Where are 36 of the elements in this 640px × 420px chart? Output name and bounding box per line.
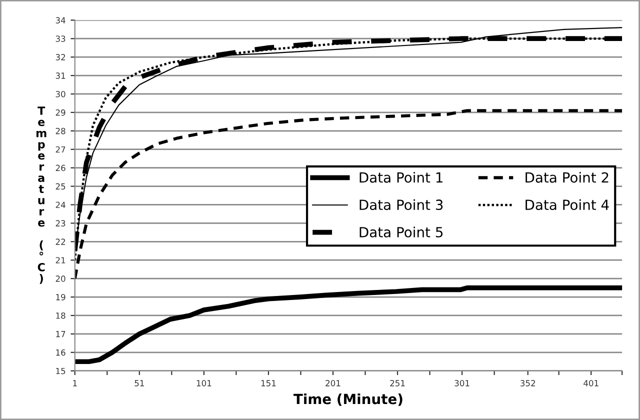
y-tick-label: 33	[56, 36, 66, 42]
x-tick-label: 101	[196, 380, 212, 386]
y-tick-label: 31	[56, 72, 66, 79]
y-tick-label: 24	[56, 202, 66, 208]
x-tick-label: 301	[454, 380, 470, 386]
legend-label: Data Point 1	[360, 172, 442, 183]
y-tick-label: 30	[56, 90, 66, 98]
x-tick-label: 51	[134, 380, 144, 386]
y-tick-label: 29	[56, 109, 66, 116]
x-axis-title: Time (Minute)	[294, 394, 402, 406]
x-tick-label: 201	[326, 380, 340, 386]
legend-label: Data Point 4	[526, 199, 609, 210]
text: Temperature (°C)	[36, 106, 46, 284]
y-tick-label: 28	[56, 128, 66, 134]
y-tick-label: 34	[56, 17, 66, 24]
y-tick-label: 20	[56, 276, 66, 282]
x-tick-label: 352	[520, 380, 535, 386]
y-tick-label: 17	[56, 331, 66, 338]
y-tick-label: 23	[56, 220, 66, 226]
y-tick-label: 32	[56, 54, 66, 60]
y-tick-label: 26	[56, 164, 66, 172]
y-tick-label: 19	[56, 294, 66, 300]
x-tick-label: 251	[390, 380, 405, 386]
y-tick-label: 22	[56, 238, 66, 245]
legend-label: Data Point 5	[360, 226, 443, 238]
x-tick-label: 401	[584, 380, 598, 386]
x-tick-label: 151	[261, 380, 276, 386]
y-tick-label: 21	[56, 257, 66, 264]
legend-label: Data Point 3	[360, 199, 443, 210]
y-tick-label: 25	[56, 183, 66, 190]
y-tick-label: 27	[56, 146, 66, 153]
x-tick-label: 1	[73, 380, 77, 386]
y-tick-label: 18	[56, 312, 66, 319]
legend-label: Data Point 2	[526, 172, 608, 183]
y-tick-label: 15	[56, 368, 66, 374]
y-tick-label: 16	[56, 349, 66, 356]
